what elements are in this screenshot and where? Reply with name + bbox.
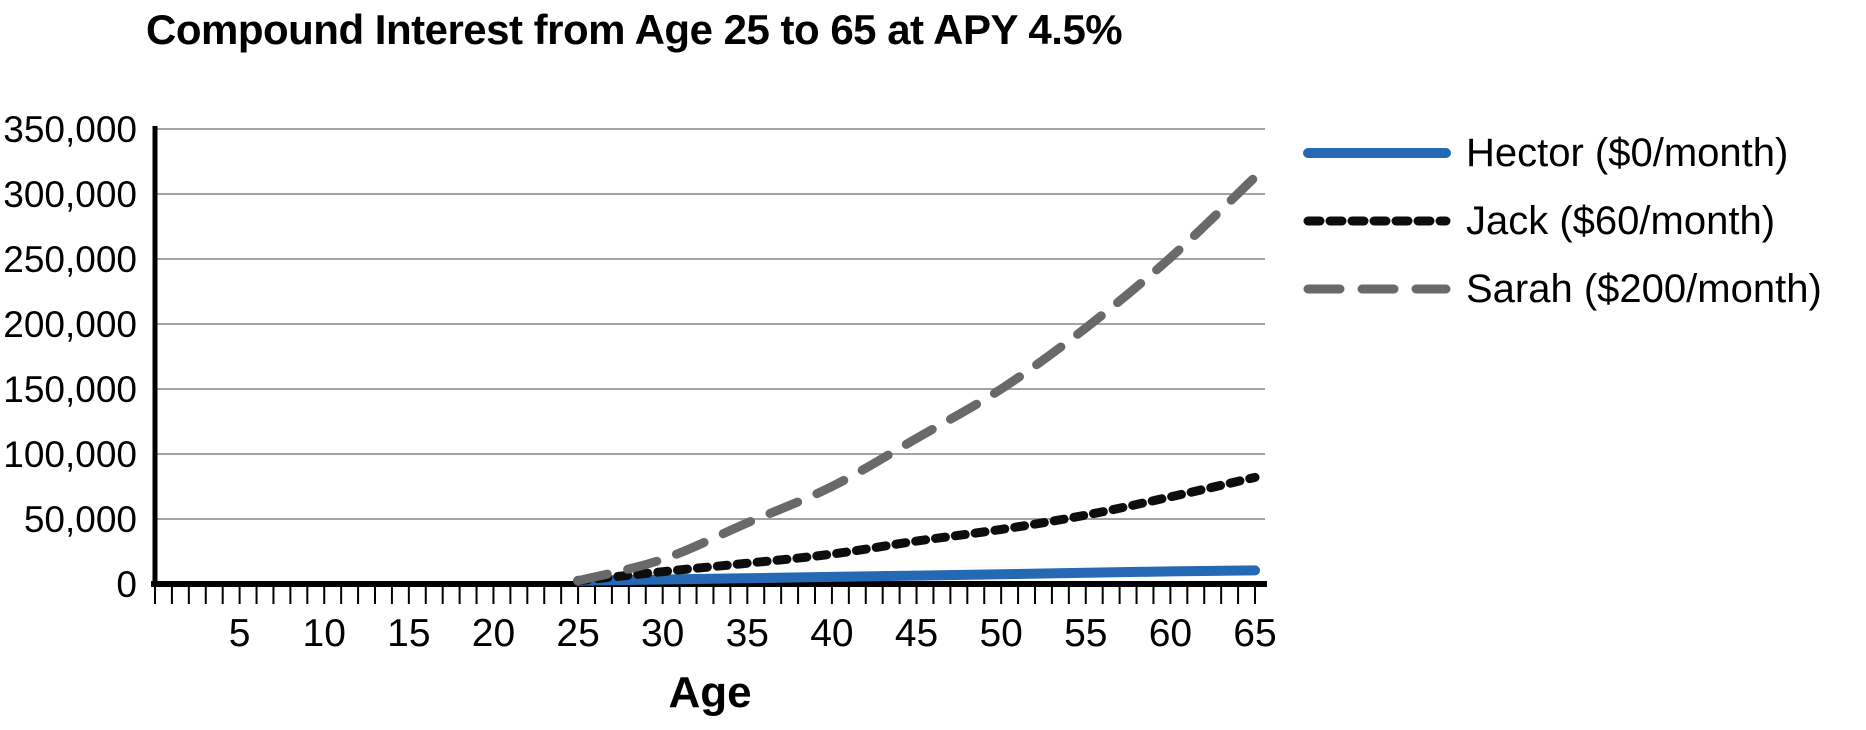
x-tick-label: 30 [641,612,684,655]
x-tick-label: 15 [387,612,430,655]
x-tick-label: 5 [229,612,251,655]
x-tick-label: 50 [979,612,1022,655]
x-tick-label: 65 [1233,612,1276,655]
y-tick-label: 50,000 [24,499,137,540]
chart-title: Compound Interest from Age 25 to 65 at A… [146,6,1123,53]
y-tick-label: 250,000 [3,239,137,280]
x-tick-label: 10 [303,612,346,655]
x-tick-label: 40 [810,612,853,655]
x-tick-label: 35 [726,612,769,655]
y-tick-label: 350,000 [3,109,137,150]
legend-label: Hector ($0/month) [1466,130,1789,175]
x-tick-label: 20 [472,612,515,655]
x-tick-label: 25 [556,612,599,655]
legend-item-sarah: Sarah ($200/month) [1302,255,1822,323]
x-tick-label: 55 [1064,612,1107,655]
legend-line-sample [1303,284,1451,294]
y-tick-label: 0 [116,564,137,605]
x-tick-label: 60 [1149,612,1192,655]
legend-item-hector: Hector ($0/month) [1302,119,1822,187]
legend: Hector ($0/month) Jack ($60/month) Sarah (… [1302,119,1822,323]
legend-line-sample [1303,216,1451,226]
series-line-sarah [573,172,1260,586]
series-line-hector [573,565,1260,586]
y-tick-label: 100,000 [3,434,137,475]
legend-item-jack: Jack ($60/month) [1302,187,1822,255]
x-axis-title: Age [668,668,752,717]
y-tick-label: 150,000 [3,369,137,410]
x-tick-label: 45 [895,612,938,655]
legend-label: Sarah ($200/month) [1466,266,1822,311]
y-tick-label: 300,000 [3,174,137,215]
y-tick-label: 200,000 [3,304,137,345]
legend-label: Jack ($60/month) [1466,198,1776,243]
series-line-jack [573,472,1260,586]
legend-line-sample [1303,148,1451,158]
